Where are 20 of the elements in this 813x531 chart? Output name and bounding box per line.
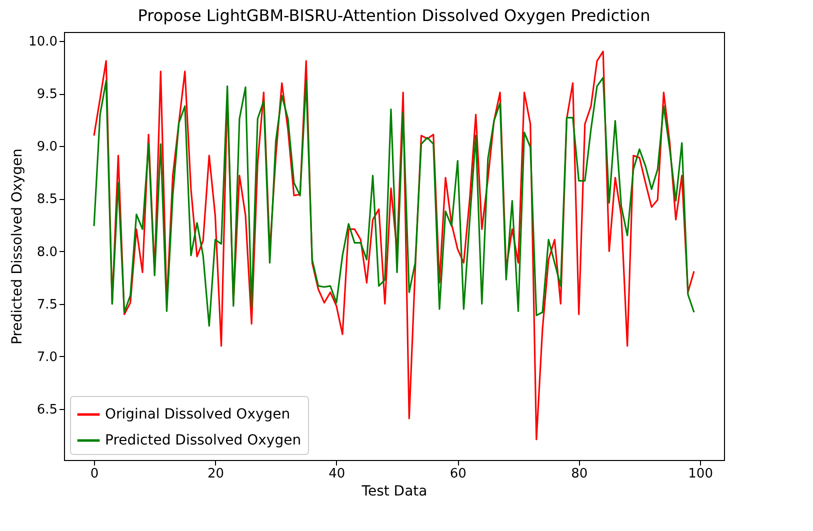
y-tick-label: 9.5 <box>36 87 58 102</box>
y-tick-label: 7.0 <box>36 350 58 365</box>
y-tick-label: 10.0 <box>28 34 58 50</box>
x-tick-label: 0 <box>90 466 99 482</box>
y-axis-title: Predicted Dissolved Oxygen <box>10 148 26 345</box>
y-tick-label: 6.5 <box>36 402 58 418</box>
line-series <box>93 76 695 327</box>
legend-label: Predicted Dissolved Oxygen <box>105 432 302 448</box>
y-tick-label: 8.0 <box>36 244 58 260</box>
x-tick-label: 60 <box>450 466 466 482</box>
x-axis-title: Test Data <box>360 484 428 500</box>
x-tick-label: 40 <box>328 466 346 482</box>
legend-label: Original Dissolved Oxygen <box>105 406 290 422</box>
x-tick-label: 20 <box>207 466 224 482</box>
chart-title: Propose LightGBM-BISRU-Attention Dissolved Oxygen Prediction <box>138 6 650 25</box>
x-tick-label: 100 <box>688 466 713 482</box>
y-tick-label: 7.5 <box>36 297 58 312</box>
y-tick-label: 9.0 <box>36 140 58 155</box>
y-tick-label: 8.5 <box>36 192 58 208</box>
x-tick-label: 80 <box>571 466 588 482</box>
